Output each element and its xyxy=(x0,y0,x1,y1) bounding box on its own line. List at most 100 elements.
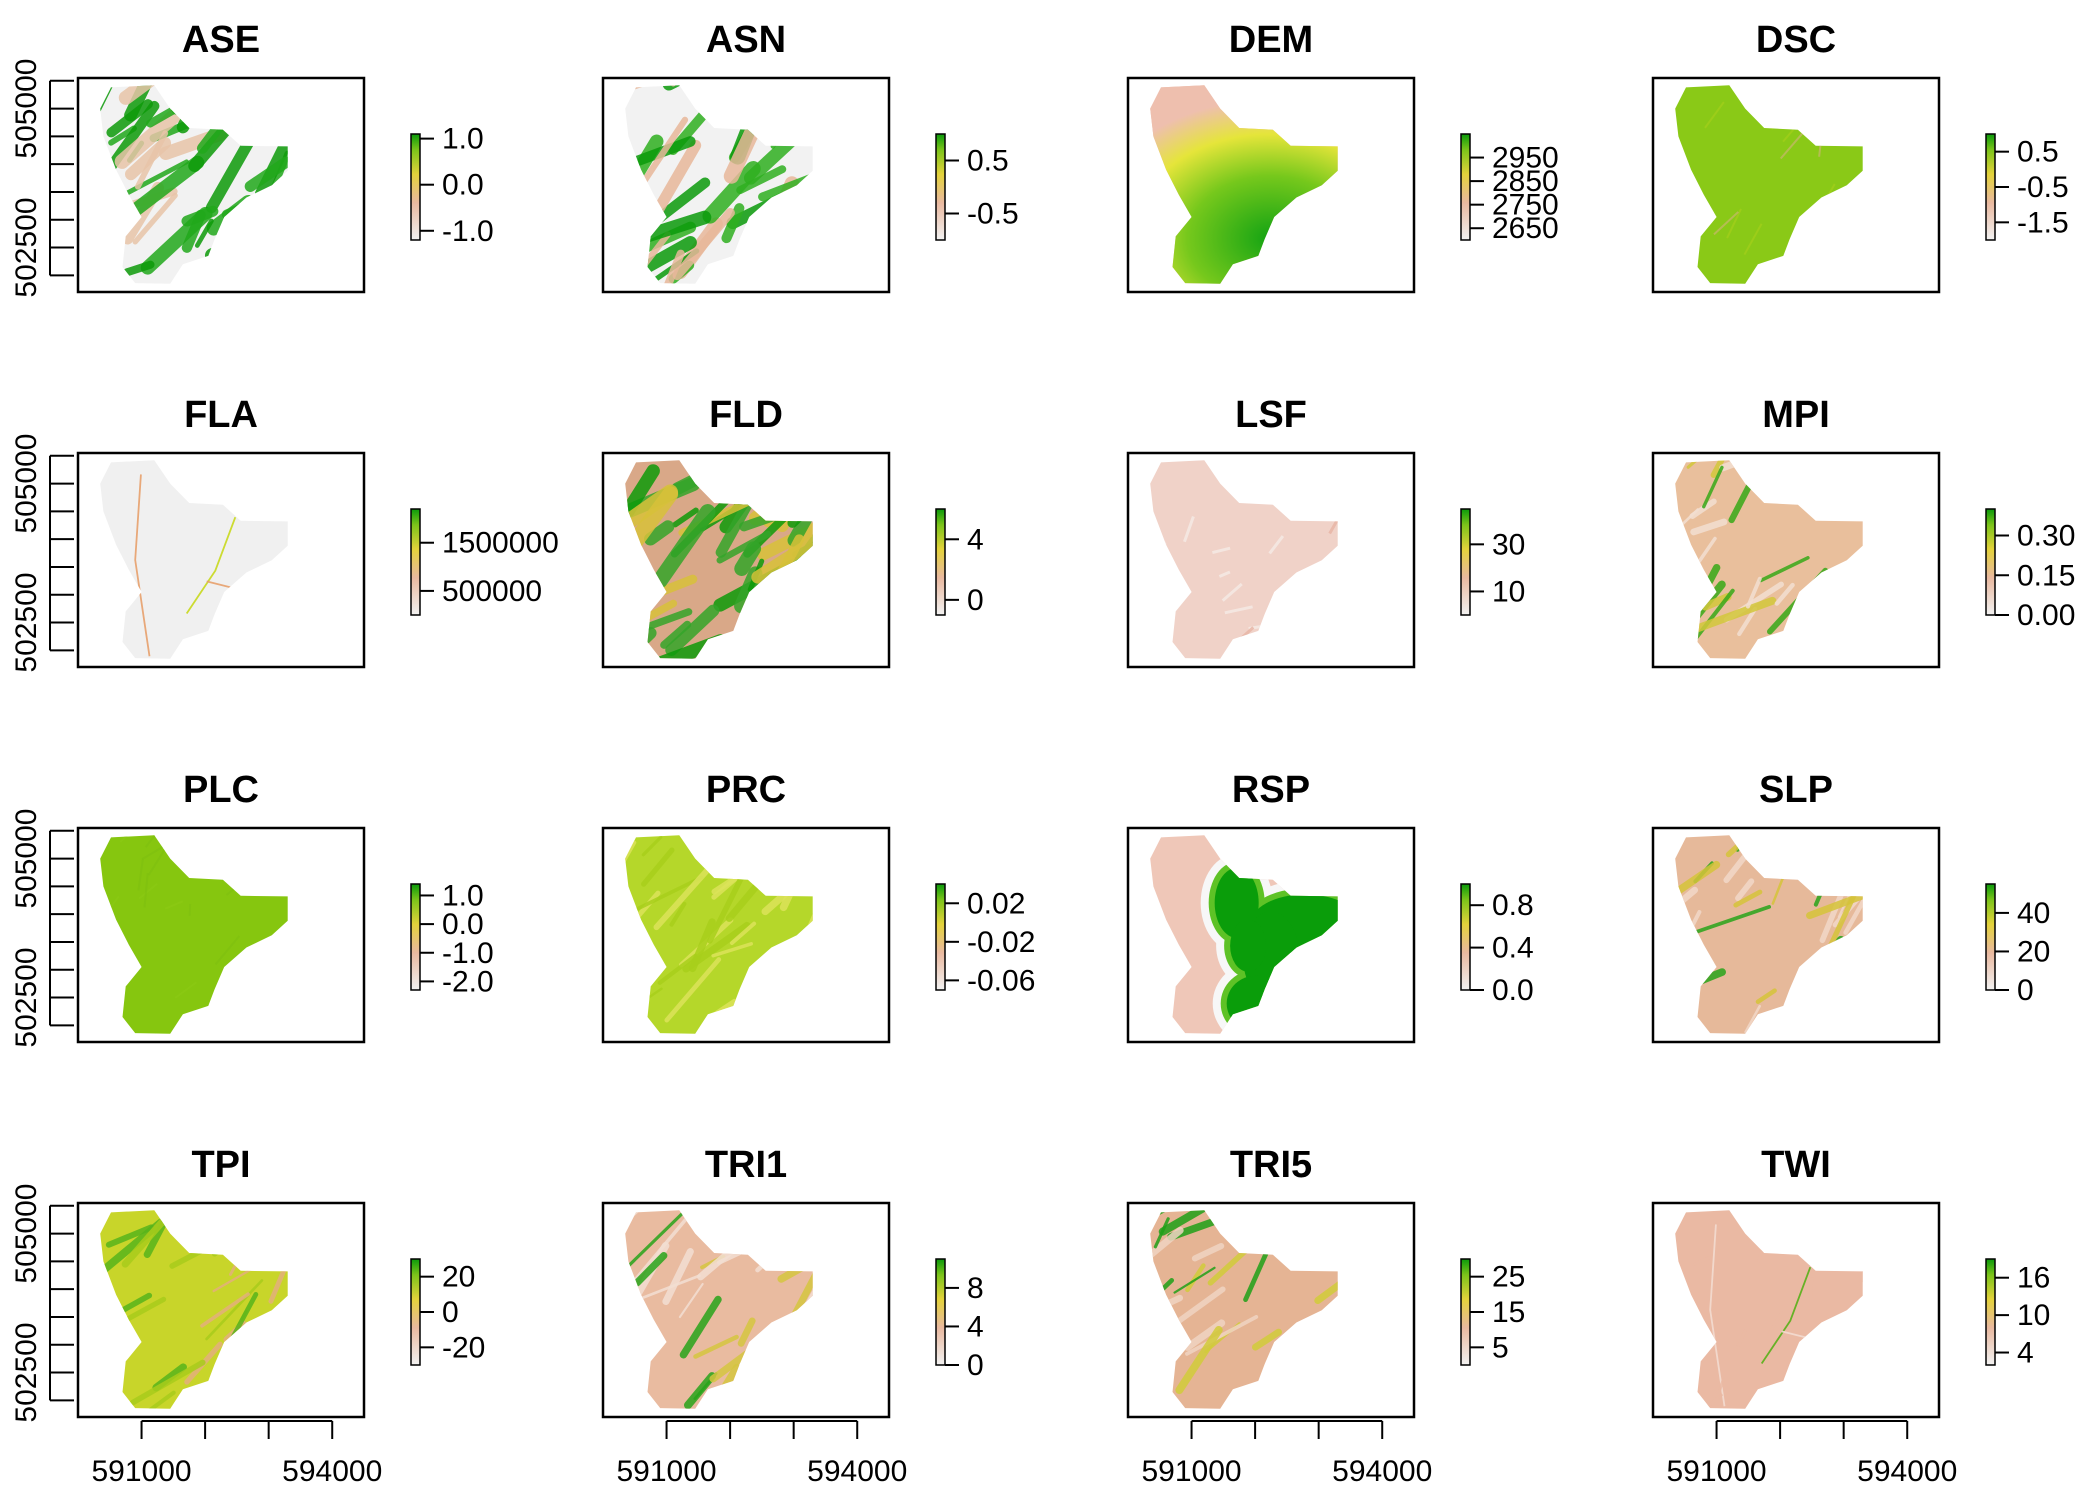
legend-colorbar xyxy=(410,883,421,991)
panel-slp: SLP 40 20 0 xyxy=(1651,769,2050,1044)
y-tick-label: 502500 xyxy=(10,197,43,297)
raster-map xyxy=(1675,460,1863,659)
legend-label: 10 xyxy=(2017,1299,2050,1332)
legend-label: 8 xyxy=(967,1272,984,1305)
raster-map xyxy=(1150,835,1338,1034)
panel-title: ASE xyxy=(182,19,260,61)
legend-colorbar xyxy=(935,133,946,241)
legend-label: 40 xyxy=(2017,897,2050,930)
legend-label: 0.0 xyxy=(442,169,484,202)
raster-map xyxy=(1150,1210,1338,1409)
panel-title: FLA xyxy=(184,394,258,436)
legend-colorbar xyxy=(935,508,946,616)
legend-label: 1500000 xyxy=(442,527,559,560)
y-tick-label: 502500 xyxy=(10,572,43,672)
x-axis: 591000 594000 xyxy=(1667,1420,1957,1488)
y-axis: 502500 505000 xyxy=(10,809,74,1048)
plot-frame xyxy=(601,76,891,294)
panel-title: TRI5 xyxy=(1230,1144,1312,1186)
plot-frame xyxy=(1126,76,1416,294)
legend-label: -2.0 xyxy=(442,965,494,998)
legend-colorbar xyxy=(410,133,421,241)
legend-label: 0.30 xyxy=(2017,520,2075,553)
panel-title: RSP xyxy=(1232,769,1310,811)
legend-label: 20 xyxy=(442,1261,475,1294)
legend-colorbar xyxy=(1985,133,1996,241)
legend-label: 0.15 xyxy=(2017,559,2075,592)
raster-map xyxy=(625,835,813,1034)
panel-prc: PRC 0.02 -0.02 -0.06 xyxy=(601,769,1035,1044)
legend-label: -1.0 xyxy=(442,215,494,248)
legend-label: 4 xyxy=(967,1310,984,1343)
legend-label: 1.0 xyxy=(442,879,484,912)
legend: 0.30 0.15 0.00 xyxy=(1985,508,2075,632)
y-axis: 502500 505000 xyxy=(10,1184,74,1423)
legend-label: 15 xyxy=(1492,1296,1525,1329)
legend-colorbar xyxy=(1460,1258,1471,1366)
x-tick-label: 591000 xyxy=(1142,1455,1242,1488)
plot-frame xyxy=(1651,1201,1941,1419)
raster-map xyxy=(100,460,288,659)
x-tick-label: 591000 xyxy=(92,1455,192,1488)
y-axis: 502500 505000 xyxy=(10,434,74,673)
legend-colorbar xyxy=(1460,133,1471,241)
legend: 1.00.0-1.0-2.0 xyxy=(410,879,494,998)
panel-title: MPI xyxy=(1762,394,1830,436)
legend-label: 500000 xyxy=(442,575,542,608)
legend-label: 0 xyxy=(967,584,984,617)
raster-map xyxy=(625,1210,813,1409)
legend-colorbar xyxy=(410,1258,421,1366)
legend: 40 xyxy=(935,508,984,617)
x-tick-label: 591000 xyxy=(1667,1455,1767,1488)
plot-frame xyxy=(76,826,366,1044)
legend: 1.0 0.0 -1.0 xyxy=(410,123,494,248)
legend: 0.8 0.4 0.0 xyxy=(1460,883,1534,1007)
panel-title: PLC xyxy=(183,769,259,811)
legend-label: 25 xyxy=(1492,1261,1525,1294)
panel-title: PRC xyxy=(706,769,786,811)
legend-colorbar xyxy=(1460,883,1471,991)
y-tick-label: 502500 xyxy=(10,1322,43,1422)
raster-map xyxy=(1150,460,1338,659)
legend: 16 10 4 xyxy=(1985,1258,2050,1370)
legend-colorbar xyxy=(1985,883,1996,991)
plot-frame xyxy=(601,451,891,669)
legend-label: -1.5 xyxy=(2017,206,2069,239)
legend-label: 4 xyxy=(2017,1337,2034,1370)
panel-tri1: TRI1 591000 594000 8 4 0 xyxy=(601,1144,984,1488)
legend-label: -0.5 xyxy=(2017,171,2069,204)
raster-map xyxy=(1675,1210,1863,1409)
legend-colorbar xyxy=(935,883,946,991)
y-tick-label: 505000 xyxy=(10,1184,43,1284)
raster-map xyxy=(1150,85,1338,284)
legend: 0.02 -0.02 -0.06 xyxy=(935,883,1035,997)
plot-frame xyxy=(601,826,891,1044)
y-axis: 502500 505000 xyxy=(10,59,74,298)
panel-ase: ASE 502500 505000 1.0 0.0 -1.0 xyxy=(10,19,494,298)
x-axis: 591000 594000 xyxy=(1142,1420,1432,1488)
panel-title: SLP xyxy=(1759,769,1833,811)
plot-frame xyxy=(76,451,366,669)
legend-label: 10 xyxy=(1492,575,1525,608)
legend-colorbar xyxy=(410,508,421,616)
legend-label: 0.5 xyxy=(2017,136,2059,169)
legend-colorbar xyxy=(1985,508,1996,616)
panel-fla: FLA 502500 505000 1500000 500000 xyxy=(10,394,559,673)
panel-title: TWI xyxy=(1761,1144,1831,1186)
y-tick-label: 505000 xyxy=(10,59,43,159)
legend: 200-20 xyxy=(410,1258,485,1366)
legend-label: 0.4 xyxy=(1492,932,1534,965)
y-tick-label: 502500 xyxy=(10,947,43,1047)
legend-colorbar xyxy=(1985,1258,1996,1366)
plot-frame xyxy=(1126,1201,1416,1419)
panel-mpi: MPI 0.30 0.15 0.00 xyxy=(1651,394,2075,669)
legend-label: 0 xyxy=(442,1296,459,1329)
legend-label: 2650 xyxy=(1492,212,1559,245)
legend: 1500000 500000 xyxy=(410,508,559,616)
legend-label: 0.00 xyxy=(2017,599,2075,632)
